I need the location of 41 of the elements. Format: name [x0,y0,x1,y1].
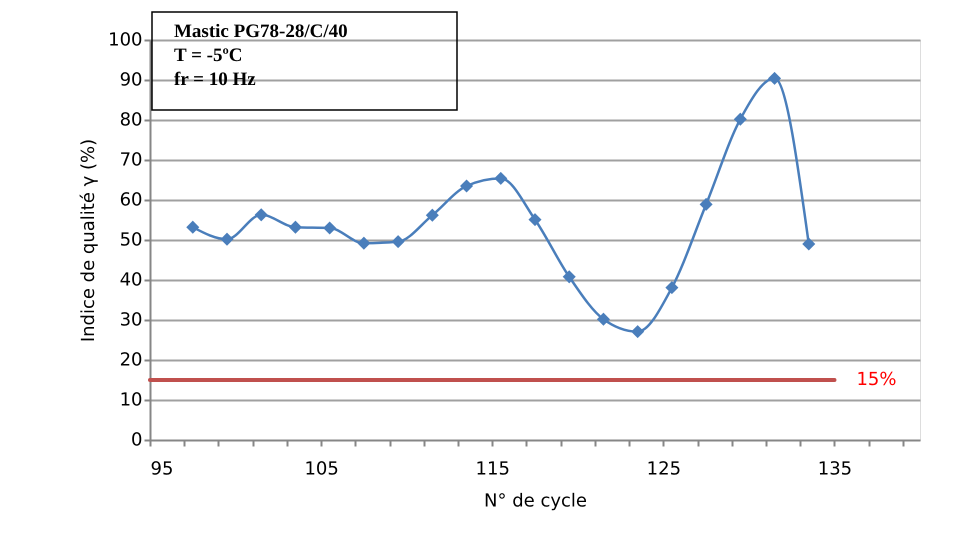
x-tick-label: 135 [818,458,852,480]
point [734,112,747,126]
point [186,220,200,234]
point [460,179,474,193]
y-tick-label: 10 [120,390,142,410]
point [802,237,816,251]
y-tick-label: 30 [120,310,142,330]
point [288,220,302,234]
ref-line-label: 15% [856,369,896,390]
y-tick-label: 20 [120,350,142,370]
y-tick-label: 50 [120,230,142,250]
annotation: fr = 10 Hz [174,69,256,90]
point [323,221,336,235]
point [426,208,439,222]
y-axis-title: Indice de qualité γ (%) [78,138,100,342]
y-tick-label: 60 [120,190,142,210]
point [596,312,610,326]
point [494,172,508,185]
point [528,213,542,226]
y-tick-label: 90 [120,70,142,90]
point [700,198,713,211]
y-tick-label: 80 [120,110,142,130]
x-tick-label: 95 [150,458,174,480]
annotation: Mastic PG78-28/C/40 [174,21,348,42]
point [254,208,268,222]
y-tick-label: 0 [131,430,142,450]
y-tick-label: 70 [120,150,142,170]
point [768,72,782,85]
y-tick-label: 40 [120,270,142,290]
annotation: T = -5ºC [174,45,242,66]
point [631,325,644,338]
x-axis-title: N° de cycle [484,490,587,512]
point [665,281,678,294]
x-tick-label: 105 [304,458,339,480]
x-tick-label: 115 [476,458,510,480]
x-tick-label: 125 [646,458,682,480]
point [562,270,576,284]
point [220,232,234,246]
point [357,236,370,250]
y-tick-label: 100 [108,30,142,50]
point [392,235,405,248]
